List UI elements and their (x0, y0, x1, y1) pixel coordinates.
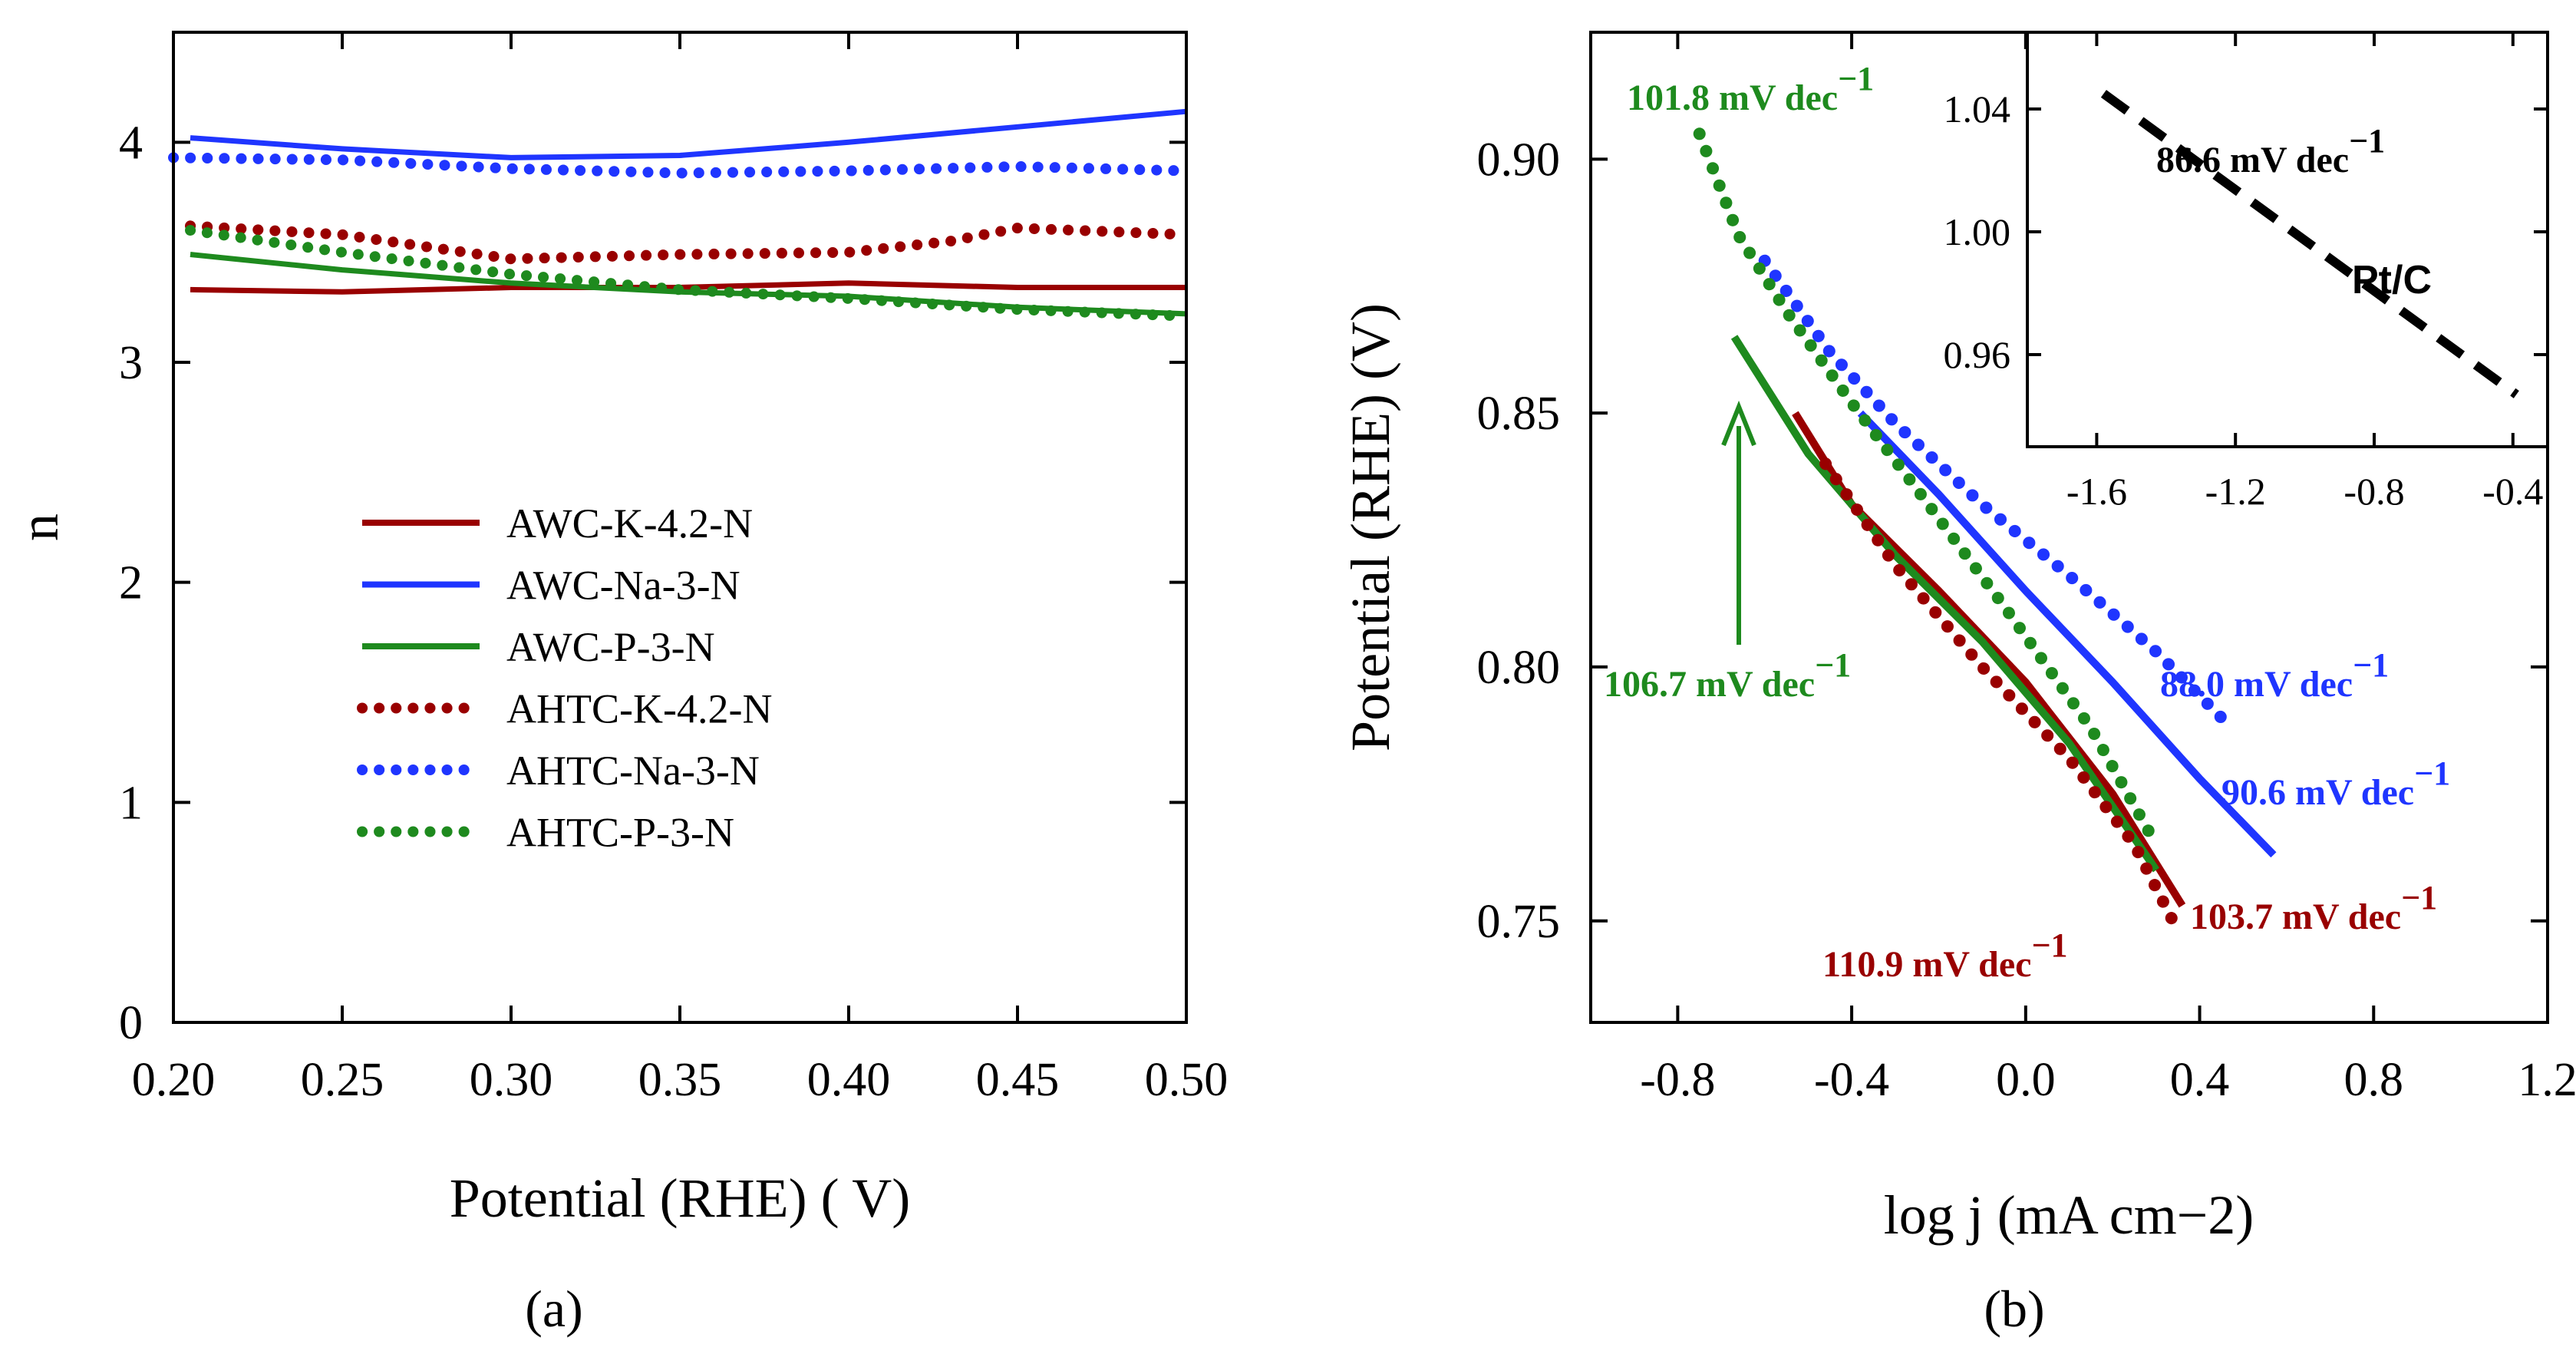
panel-b-series-ahtc-k-4-2-n (1819, 457, 2185, 937)
legend-label: AHTC-P-3-N (506, 810, 734, 856)
panel-b-ticks: -0.8 -0.4 0.0 0.4 0.8 1.2 0.75 0.80 0.85 0.90 (1477, 32, 2576, 1106)
legend-item-ahtc-na-3-n: AHTC-Na-3-N (357, 748, 760, 794)
panel-a-series-ahtc-k-4-2-n (185, 220, 1192, 265)
legend-label: AWC-Na-3-N (506, 563, 740, 609)
panel-b: -0.8 -0.4 0.0 0.4 0.8 1.2 0.75 0.80 0.85 0.90 101… (1340, 31, 2576, 1338)
panel-a-x-axis-label: Potential (RHE) ( V) (450, 1167, 911, 1229)
panel-a-series-awc-na-3-n (190, 108, 1187, 160)
panel-b-series-ahtc-p-3-n (1693, 127, 2162, 851)
annotation-88-0: 88.0 mV dec−1 (2160, 646, 2389, 705)
panel-b-y-tick-label: 0.90 (1477, 134, 1561, 186)
panel-a-y-tick-label: 0 (119, 997, 143, 1049)
annotation-90-6-text: 90.6 mV dec (2221, 772, 2414, 813)
inset-slope-sup: −1 (2349, 122, 2385, 160)
annotation-106-7-sup: −1 (1815, 646, 1851, 684)
panel-a-y-tick-label: 2 (119, 557, 143, 609)
panel-b-series-ahtc-na-3-n (1758, 254, 2228, 725)
panel-a-y-tick-label: 4 (119, 117, 143, 169)
panel-a-series (168, 108, 1192, 322)
legend-item-awc-k-4-2-n: AWC-K-4.2-N (362, 500, 753, 547)
annotation-101-8: 101.8 mV dec−1 (1627, 60, 1874, 118)
panel-b-y-tick-label: 0.85 (1477, 388, 1561, 440)
annotation-103-7-sup: −1 (2401, 879, 2437, 916)
inset-label-ptc: Pt/C (2352, 258, 2432, 302)
panel-a: 0.20 0.25 0.30 0.35 0.40 0.45 0.50 0 1 2 3 4 AWC-K-… (8, 31, 1228, 1338)
annotation-88-0-sup: −1 (2353, 646, 2389, 684)
annotation-106-7-text: 106.7 mV dec (1604, 664, 1815, 705)
inset-x-tick-label: -1.2 (2205, 470, 2266, 513)
annotation-110-9: 110.9 mV dec−1 (1822, 926, 2068, 985)
panel-b-x-axis-label: log j (mA cm−2) (1884, 1184, 2254, 1246)
legend-item-ahtc-p-3-n: AHTC-P-3-N (357, 810, 734, 856)
inset-ticks: -1.6 -1.2 -0.8 -0.4 0.96 1.00 1.04 (1944, 32, 2548, 513)
panel-a-x-tick-label: 0.35 (638, 1054, 722, 1106)
panel-a-y-axis-label: n (8, 514, 70, 541)
panel-a-x-tick-label: 0.45 (976, 1054, 1060, 1106)
inset-series-pt-c (2100, 90, 2519, 398)
inset-y-tick-label: 0.96 (1944, 333, 2011, 376)
annotation-103-7-text: 103.7 mV dec (2190, 897, 2401, 937)
legend-item-ahtc-k-4-2-n: AHTC-K-4.2-N (357, 686, 772, 732)
annotation-88-0-text: 88.0 mV dec (2160, 664, 2353, 705)
inset-y-tick-label: 1.00 (1944, 210, 2011, 253)
panel-b-caption: (b) (1984, 1280, 2044, 1338)
inset-slope-annotation: 86.6 mV dec−1 (2156, 122, 2385, 180)
panel-b-x-tick-label: 1.2 (2518, 1054, 2576, 1106)
panel-b-series-awc-p-3-n (1730, 335, 2160, 873)
panel-a-series-ahtc-na-3-n (168, 152, 1192, 179)
panel-a-x-tick-label: 0.30 (470, 1054, 553, 1106)
panel-a-y-tick-label: 1 (119, 777, 143, 829)
panel-a-ticks: 0.20 0.25 0.30 0.35 0.40 0.45 0.50 0 1 2 3 4 (119, 32, 1228, 1106)
panel-a-x-tick-label: 0.20 (132, 1054, 216, 1106)
panel-a-y-tick-label: 3 (119, 337, 143, 389)
panel-b-inset: -1.6 -1.2 -0.8 -0.4 0.96 1.00 1.04 86.6 mV dec… (1944, 31, 2549, 513)
annotation-101-8-text: 101.8 mV dec (1627, 78, 1838, 118)
inset-frame (2026, 31, 2549, 448)
panel-b-series-awc-na-3-n (1857, 410, 2277, 858)
panel-a-x-tick-label: 0.50 (1145, 1054, 1229, 1106)
legend-item-awc-p-3-n: AWC-P-3-N (362, 624, 715, 670)
panel-b-series (1693, 127, 2277, 937)
panel-a-series-ahtc-p-3-n (185, 225, 1192, 322)
inset-x-tick-label: -0.8 (2343, 470, 2404, 513)
panel-b-x-tick-label: -0.4 (1814, 1054, 1889, 1106)
annotation-90-6: 90.6 mV dec−1 (2221, 755, 2450, 813)
panel-a-legend: AWC-K-4.2-N AWC-Na-3-N AWC-P-3-N AHTC-K-4.2… (357, 500, 772, 856)
panel-b-y-tick-label: 0.75 (1477, 896, 1561, 948)
inset-series (2100, 90, 2519, 398)
panel-b-x-axis-label-text: log j (mA cm−2) (1884, 1184, 2254, 1246)
panel-b-green-arrow (1721, 400, 1756, 645)
annotation-90-6-sup: −1 (2414, 755, 2450, 792)
annotation-106-7: 106.7 mV dec−1 (1604, 646, 1851, 705)
panel-b-x-tick-label: 0.0 (1996, 1054, 2056, 1106)
panel-b-y-axis-label: Potential (RHE) (V) (1340, 303, 1401, 751)
annotation-110-9-sup: −1 (2031, 926, 2067, 964)
inset-y-tick-label: 1.04 (1944, 88, 2011, 130)
panel-a-x-tick-label: 0.40 (807, 1054, 891, 1106)
inset-slope-text: 86.6 mV dec (2156, 140, 2349, 180)
legend-label: AWC-P-3-N (506, 624, 715, 670)
annotation-101-8-sup: −1 (1838, 60, 1874, 97)
panel-b-x-tick-label: 0.8 (2344, 1054, 2404, 1106)
legend-item-awc-na-3-n: AWC-Na-3-N (362, 563, 740, 609)
inset-x-tick-label: -0.4 (2482, 470, 2543, 513)
panel-b-x-tick-label: -0.8 (1640, 1054, 1715, 1106)
inset-x-tick-label: -1.6 (2066, 470, 2127, 513)
legend-label: AHTC-Na-3-N (506, 748, 760, 794)
panel-b-x-tick-label: 0.4 (2170, 1054, 2230, 1106)
panel-a-caption: (a) (525, 1280, 582, 1338)
legend-label: AWC-K-4.2-N (506, 500, 753, 547)
panel-a-x-tick-label: 0.25 (301, 1054, 384, 1106)
legend-label: AHTC-K-4.2-N (506, 686, 772, 732)
annotation-110-9-text: 110.9 mV dec (1822, 944, 2031, 985)
panel-b-y-tick-label: 0.80 (1477, 642, 1561, 694)
annotation-103-7: 103.7 mV dec−1 (2190, 879, 2437, 937)
